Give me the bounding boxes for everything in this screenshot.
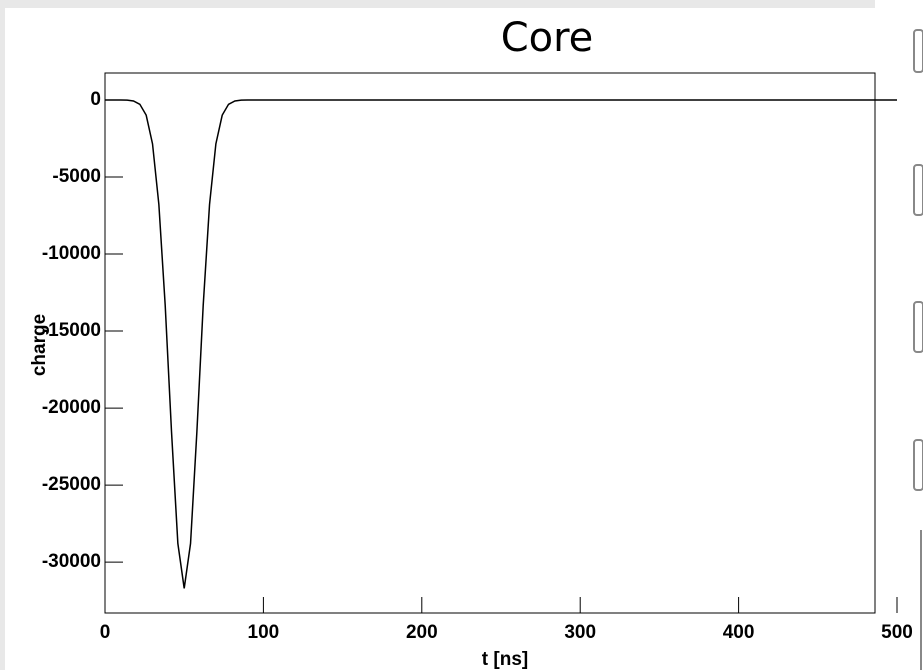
- y-tick-label: 0: [90, 89, 101, 110]
- thumbnail: [913, 164, 923, 216]
- x-tick-label: 500: [881, 622, 913, 643]
- y-tick-label: -15000: [42, 320, 101, 341]
- x-axis-label: t [ns]: [482, 649, 528, 670]
- data-line: [104, 99, 897, 589]
- pad: [5, 8, 875, 670]
- thumbnail: [913, 301, 923, 353]
- x-tick-label: 400: [723, 622, 755, 643]
- x-tick-label: 100: [248, 622, 280, 643]
- chart-title: Core: [501, 15, 594, 61]
- y-tick-label: -25000: [42, 474, 101, 495]
- thumbnail: [913, 439, 923, 491]
- y-tick-label: -5000: [52, 166, 101, 187]
- plot-frame: [104, 72, 876, 614]
- y-tick-label: -20000: [42, 397, 101, 418]
- y-tick-label: -30000: [42, 551, 101, 572]
- y-axis-label: charge: [29, 314, 50, 376]
- x-tick-label: 300: [564, 622, 596, 643]
- thumbnails: [913, 29, 923, 670]
- y-tick-label: -10000: [42, 243, 101, 264]
- x-tick-label: 0: [100, 622, 111, 643]
- x-tick-label: 200: [406, 622, 438, 643]
- thumbnail: [913, 29, 923, 73]
